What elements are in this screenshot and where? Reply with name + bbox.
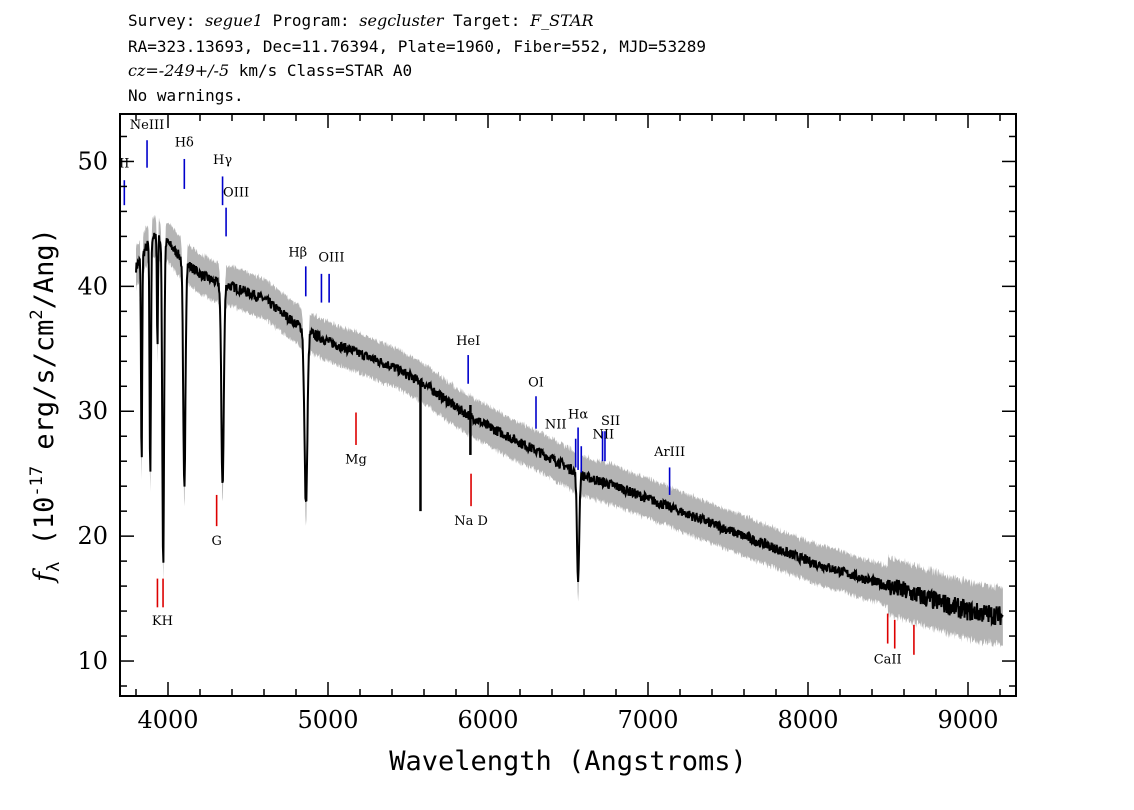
flux-line bbox=[135, 232, 1004, 627]
emission-line-label: Hγ bbox=[213, 153, 232, 168]
emission-line-label: NII bbox=[592, 428, 614, 443]
absorption-line-label: G bbox=[211, 534, 221, 549]
emission-line-label: HeI bbox=[456, 334, 480, 349]
plot-frame bbox=[119, 113, 1017, 697]
survey-label: Survey: bbox=[128, 11, 196, 30]
y-tick-label: 20 bbox=[77, 522, 108, 550]
x-tick-label: 8000 bbox=[777, 706, 838, 734]
emission-line-label: ArIII bbox=[653, 445, 685, 460]
emission-line-label: NII bbox=[545, 418, 567, 433]
x-tick-label: 5000 bbox=[297, 706, 358, 734]
survey-value: segue1 bbox=[205, 11, 263, 30]
emission-line-label: Hα bbox=[568, 408, 588, 423]
emission-line-label: OIII bbox=[318, 250, 344, 265]
flux-series bbox=[135, 232, 1004, 627]
emission-line-label: NeIII bbox=[130, 118, 164, 133]
absorption-line-label: KH bbox=[152, 614, 173, 629]
x-tick-label: 7000 bbox=[617, 706, 678, 734]
error-band-area bbox=[136, 215, 1003, 648]
x-axis-label: Wavelength (Angstroms) bbox=[389, 746, 747, 777]
emission-line-label: Hβ bbox=[288, 245, 307, 260]
emission-line-label: OIII bbox=[223, 185, 249, 200]
header-line-3: cz=-249+/-5 km/s Class=STAR A0 bbox=[128, 62, 412, 80]
absorption-line-label: CaII bbox=[874, 653, 902, 668]
y-tick-label: 30 bbox=[77, 397, 108, 425]
cz-value: -249+/-5 bbox=[158, 61, 230, 80]
program-label: Program: bbox=[272, 11, 350, 30]
y-tick-label: 10 bbox=[77, 647, 108, 675]
y-tick-label: 40 bbox=[77, 272, 108, 300]
emission-line-label: OI bbox=[528, 375, 544, 390]
target-label: Target: bbox=[453, 11, 521, 30]
x-tick-label: 9000 bbox=[937, 706, 998, 734]
axis-ticks bbox=[120, 114, 1016, 696]
cz-label: cz= bbox=[128, 61, 159, 80]
y-axis-label: fλ (10-17 erg/s/cm2/Ang) bbox=[27, 228, 64, 584]
y-tick-label: 50 bbox=[77, 147, 108, 175]
absorption-line-label: Na D bbox=[454, 514, 488, 529]
header-line-4: No warnings. bbox=[128, 86, 244, 105]
emission-line-label: Hδ bbox=[175, 135, 194, 150]
line-markers bbox=[123, 140, 915, 655]
emission-line-label: II bbox=[119, 157, 129, 172]
header-line-1: Survey: segue1 Program: segcluster Targe… bbox=[128, 12, 594, 30]
emission-line-label: SII bbox=[601, 414, 620, 429]
absorption-line-label: Mg bbox=[345, 453, 367, 468]
x-tick-label: 6000 bbox=[457, 706, 518, 734]
axis-tick-labels: 4000 5000 6000 7000 8000 9000 10 20 30 40 50 bbox=[77, 147, 998, 734]
program-value: segcluster bbox=[359, 11, 444, 30]
x-tick-label: 4000 bbox=[137, 706, 198, 734]
error-band bbox=[136, 215, 1003, 648]
header-line-2: RA=323.13693, Dec=11.76394, Plate=1960, … bbox=[128, 37, 706, 56]
class-text: km/s Class=STAR A0 bbox=[229, 61, 413, 80]
target-value: F_STAR bbox=[530, 11, 594, 30]
